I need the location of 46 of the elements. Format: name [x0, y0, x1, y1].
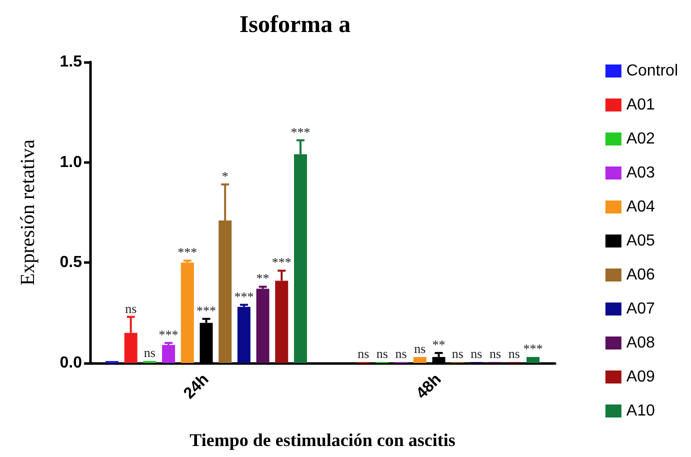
legend-label: A03 — [626, 164, 655, 182]
data-label: *** — [272, 254, 292, 270]
data-label: ** — [432, 336, 446, 352]
chart-title: Isoforma a — [239, 12, 351, 38]
x-tick-label: 48h — [413, 370, 445, 402]
bar — [237, 306, 250, 363]
data-label: ns — [125, 300, 137, 316]
y-axis-title: Expresión retativa — [17, 139, 39, 286]
legend-label: A02 — [626, 130, 655, 148]
data-label: *** — [234, 288, 254, 304]
data-label: ns — [452, 346, 464, 361]
data-label: ns — [358, 346, 370, 361]
bar — [180, 262, 194, 363]
legend-label: A06 — [626, 266, 655, 284]
data-label: ns — [470, 346, 482, 361]
legend-label: A07 — [626, 300, 655, 318]
legend-label: A01 — [626, 96, 655, 114]
bar — [256, 288, 270, 363]
x-tick-label: 24h — [180, 370, 212, 402]
data-label: *** — [523, 340, 543, 356]
y-tick-label: 0.5 — [60, 254, 82, 272]
legend-label: A09 — [626, 368, 655, 386]
data-label: ns — [376, 346, 388, 361]
data-label: *** — [158, 326, 178, 342]
data-label: *** — [196, 302, 216, 318]
data-label: ns — [490, 346, 502, 361]
data-label: ns — [144, 344, 156, 360]
legend-label: A10 — [626, 402, 655, 420]
legend-label: A05 — [626, 232, 655, 250]
y-tick-label: 1.0 — [60, 154, 82, 171]
legend-label: Control — [626, 62, 678, 80]
legend-label: A04 — [626, 198, 655, 216]
bar — [413, 356, 426, 363]
data-label: ** — [256, 270, 270, 286]
data-label: * — [222, 168, 228, 184]
x-axis-title: Tiempo de estimulación con ascitis — [190, 430, 456, 450]
y-tick-label: 1.5 — [60, 54, 82, 70]
data-label: ns — [508, 346, 520, 361]
data-label: ns — [395, 346, 407, 361]
data-label: *** — [290, 124, 310, 140]
legend-label: A08 — [626, 334, 655, 352]
y-tick-label: 0.0 — [60, 354, 82, 372]
bar — [162, 344, 176, 363]
data-label: ns — [414, 340, 426, 356]
data-label: *** — [178, 244, 198, 260]
bar — [526, 356, 540, 363]
